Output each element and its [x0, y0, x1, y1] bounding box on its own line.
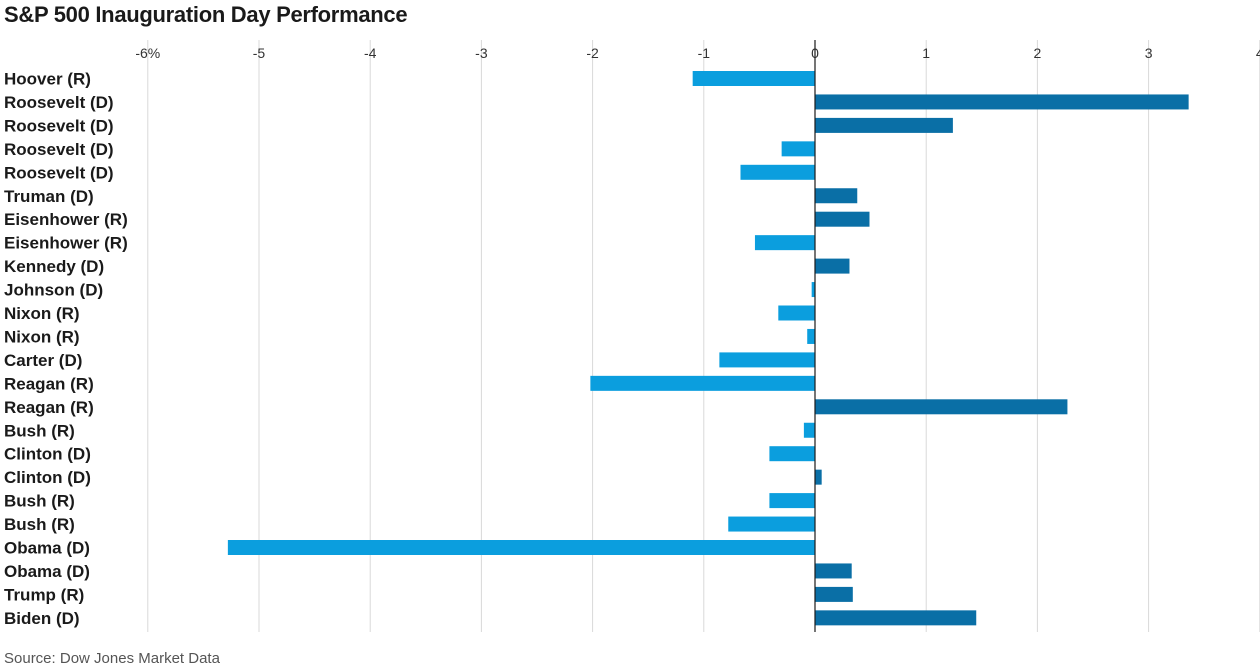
category-label: Kennedy (D): [4, 257, 104, 276]
category-label: Roosevelt (D): [4, 163, 114, 182]
category-label: Bush (R): [4, 421, 75, 440]
category-label: Eisenhower (R): [4, 234, 128, 253]
category-label: Clinton (D): [4, 468, 91, 487]
x-tick-label: -1: [698, 45, 711, 61]
category-label: Eisenhower (R): [4, 210, 128, 229]
bar: [781, 141, 815, 157]
x-tick-label: 1: [922, 45, 930, 61]
bar: [227, 540, 815, 555]
category-label: Obama (D): [4, 539, 90, 558]
bar: [807, 328, 815, 344]
bar: [815, 399, 1068, 415]
category-label: Bush (R): [4, 492, 75, 511]
bar: [815, 586, 853, 602]
x-tick-label: -4: [364, 45, 377, 61]
bar: [803, 422, 815, 438]
x-tick-label: -2: [586, 45, 599, 61]
bar: [811, 282, 815, 298]
category-label: Roosevelt (D): [4, 140, 114, 159]
category-label: Hoover (R): [4, 70, 91, 89]
bar: [769, 446, 815, 462]
x-tick-label: 3: [1145, 45, 1153, 61]
bar: [815, 258, 850, 274]
bar: [719, 352, 815, 368]
bar: [769, 493, 815, 509]
category-label: Trump (R): [4, 585, 84, 604]
category-label: Biden (D): [4, 609, 80, 628]
x-tick-label: 4: [1256, 45, 1260, 61]
category-label: Clinton (D): [4, 445, 91, 464]
source-note: Source: Dow Jones Market Data: [4, 650, 220, 667]
x-tick-label: 2: [1034, 45, 1042, 61]
x-tick-label: -6%: [135, 45, 160, 61]
category-label: Reagan (R): [4, 374, 94, 393]
category-label: Roosevelt (D): [4, 116, 114, 135]
bar: [692, 71, 815, 86]
category-label: Nixon (R): [4, 304, 80, 323]
category-label: Nixon (R): [4, 327, 80, 346]
bar: [815, 211, 870, 227]
category-label: Truman (D): [4, 187, 94, 206]
bar: [815, 610, 977, 626]
bar: [728, 516, 815, 532]
bar: [815, 469, 822, 485]
category-label: Johnson (D): [4, 281, 103, 300]
bar: [815, 117, 953, 133]
x-tick-label: -3: [475, 45, 488, 61]
bar: [815, 563, 852, 579]
bar: [754, 235, 815, 251]
category-label: Obama (D): [4, 562, 90, 581]
bar: [815, 94, 1189, 110]
bar: [778, 305, 815, 321]
bar: [815, 188, 858, 204]
category-label: Carter (D): [4, 351, 82, 370]
x-tick-label: -5: [253, 45, 266, 61]
chart-title: S&P 500 Inauguration Day Performance: [4, 2, 408, 27]
bar: [590, 375, 815, 391]
category-label: Bush (R): [4, 515, 75, 534]
category-label: Roosevelt (D): [4, 93, 114, 112]
bar: [740, 164, 815, 180]
bar-chart: -6%-5-4-3-2-101234Hoover (R)Roosevelt (D…: [4, 40, 1260, 632]
category-label: Reagan (R): [4, 398, 94, 417]
